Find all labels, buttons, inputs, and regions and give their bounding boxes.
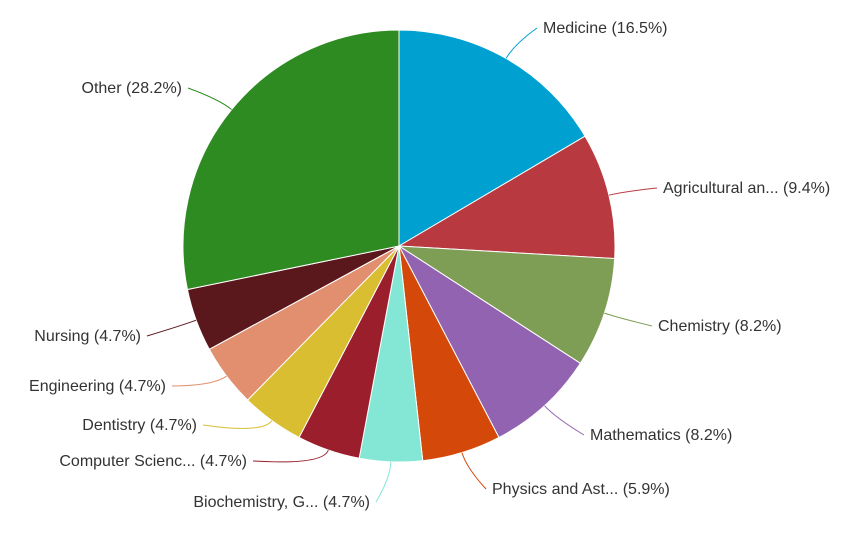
leader-line (505, 27, 538, 59)
slice-label: Physics and Ast... (5.9%) (492, 481, 670, 498)
leader-line (375, 461, 392, 503)
slice-labels: Medicine (16.5%) Agricultural an... (9.4%… (29, 20, 830, 511)
pie-slice[interactable] (397, 245, 616, 364)
slice-label: Nursing (4.7%) (34, 328, 141, 345)
slice-label: Engineering (4.7%) (29, 378, 166, 395)
leader-line (171, 375, 227, 387)
slice-label: Agricultural an... (9.4%) (663, 180, 830, 197)
slice-label: Mathematics (8.2%) (590, 427, 732, 444)
leader-line (544, 405, 585, 436)
slice-label: Medicine (16.5%) (543, 20, 668, 37)
slice-label: Biochemistry, G... (4.7%) (193, 494, 370, 511)
leader-line (252, 449, 329, 463)
slice-label: Computer Scienc... (4.7%) (59, 453, 247, 470)
leader-lines (146, 27, 658, 503)
leader-line (608, 187, 658, 196)
leader-line (187, 87, 232, 110)
slice-label: Other (28.2%) (82, 80, 182, 97)
pie-slice[interactable] (398, 29, 586, 247)
leader-line (146, 319, 197, 337)
pie-slice[interactable] (397, 135, 616, 260)
leader-line (604, 312, 653, 327)
pie-slices (182, 29, 616, 463)
pie-slice[interactable] (182, 29, 400, 291)
slice-label: Dentistry (4.7%) (82, 417, 197, 434)
leader-line (461, 452, 487, 490)
leader-line (202, 420, 273, 429)
slice-label: Chemistry (8.2%) (658, 318, 782, 335)
